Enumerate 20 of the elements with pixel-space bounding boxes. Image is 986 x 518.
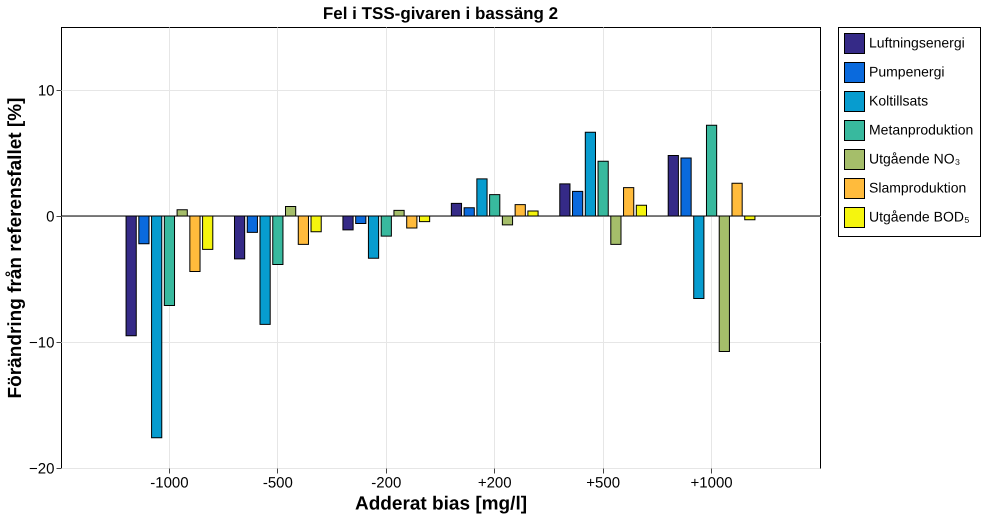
x-tick-label: -500: [262, 474, 293, 492]
x-tick-label: +500: [586, 474, 620, 492]
x-tick-label: +1000: [690, 474, 733, 492]
x-tick-label: -1000: [150, 474, 189, 492]
legend-label: Slamproduktion: [869, 180, 966, 196]
legend-label: Utgående BOD₅: [869, 208, 970, 224]
legend-label: Koltillsats: [869, 92, 928, 108]
legend-label: Metanproduktion: [869, 122, 974, 138]
legend-label: Luftningsenergi: [869, 34, 965, 50]
legend-label: Utgående NO₃: [869, 150, 960, 166]
y-tick-label: −20: [29, 460, 54, 478]
legend-label: Pumpenergi: [869, 64, 944, 80]
y-axis-title: Förändring från referensfallet [%]: [5, 98, 26, 398]
x-tick-label: +200: [478, 474, 512, 492]
x-axis-title: Adderat bias [mg/l]: [354, 494, 528, 514]
y-tick-label: −10: [29, 334, 54, 352]
chart-title: Fel i TSS-givaren i bassäng 2: [322, 4, 558, 23]
y-tick-label: 10: [38, 82, 54, 100]
x-tick-label: -200: [371, 474, 402, 492]
y-tick-label: 0: [46, 208, 54, 226]
